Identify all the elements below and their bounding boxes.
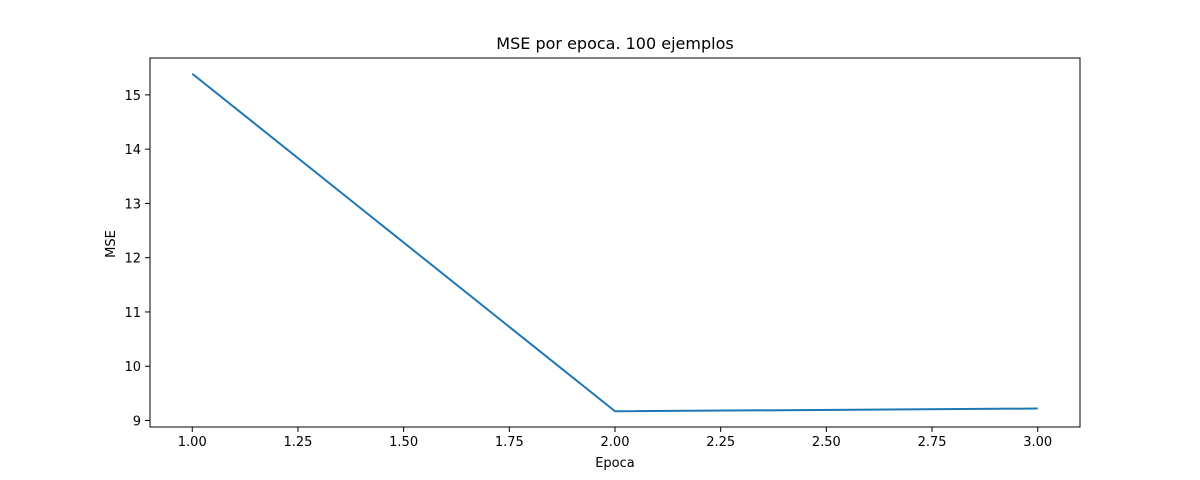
chart-title: MSE por epoca. 100 ejemplos [496, 34, 733, 53]
x-tick-label: 2.25 [706, 435, 735, 450]
y-axis-label: MSE [104, 230, 119, 258]
series-layer [191, 72, 1038, 413]
y-tick-label: 14 [124, 143, 141, 158]
x-tick-label: 2.00 [601, 435, 630, 450]
y-axis-ticks: 9 10 11 12 13 14 15 [124, 89, 150, 429]
x-tick-label: 1.50 [389, 435, 418, 450]
axes-frame [149, 57, 1081, 428]
y-tick-label: 12 [124, 252, 141, 267]
x-tick-label: 1.25 [283, 435, 312, 450]
x-tick-label: 1.75 [495, 435, 524, 450]
y-tick-label: 11 [124, 306, 141, 321]
x-axis-ticks: 1.00 1.25 1.50 1.75 2.00 2.25 2.50 2.75 3.00 [178, 427, 1052, 450]
x-tick-label: 2.50 [812, 435, 841, 450]
x-axis-label: Epoca [595, 456, 635, 471]
x-tick-label: 2.75 [918, 435, 947, 450]
y-tick-label: 9 [133, 414, 141, 429]
y-tick-label: 13 [124, 197, 141, 212]
y-tick-label: 10 [124, 360, 141, 375]
x-tick-label: 1.00 [178, 435, 207, 450]
y-tick-label: 15 [124, 89, 141, 104]
x-tick-label: 3.00 [1023, 435, 1052, 450]
